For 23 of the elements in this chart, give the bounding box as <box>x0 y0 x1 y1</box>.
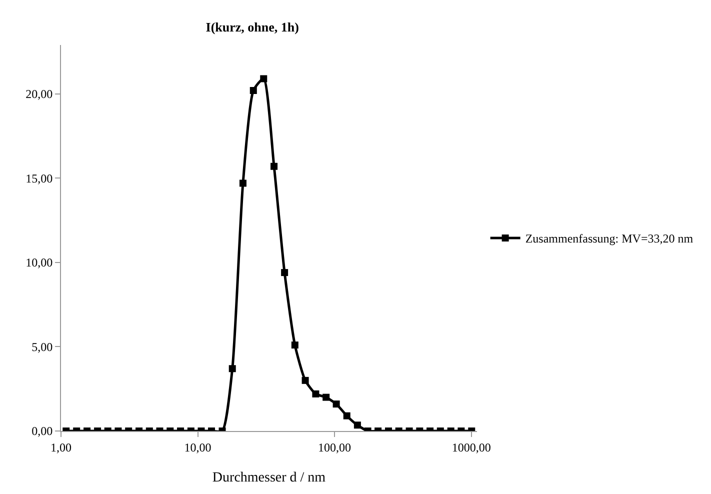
point <box>291 342 298 349</box>
x-tick-label: 1000,00 <box>452 440 491 454</box>
point <box>281 269 288 276</box>
y-tick-label: 5,00 <box>32 340 53 354</box>
x-tick-label: 1,00 <box>50 440 72 454</box>
point <box>239 180 246 187</box>
y-tick-label: 20,00 <box>26 87 53 102</box>
chart-title: I(kurz, ohne, 1h) <box>206 19 299 34</box>
point <box>302 376 309 384</box>
point <box>260 75 268 82</box>
legend-label: Zusammenfassung: MV=33,20 nm <box>525 232 694 246</box>
y-tick-label: 10,00 <box>26 256 53 270</box>
x-tick-label: 100,00 <box>318 440 352 454</box>
point <box>270 162 278 170</box>
y-tick-label: 0,00 <box>32 424 53 438</box>
point <box>343 412 350 420</box>
point <box>250 87 257 94</box>
x-tick-label: 10,00 <box>184 440 212 454</box>
point <box>228 365 236 372</box>
y-tick-label: 15,00 <box>26 171 53 186</box>
point <box>312 390 320 398</box>
point <box>322 394 330 401</box>
x-axis-title: Durchmesser d / nm <box>212 470 326 486</box>
